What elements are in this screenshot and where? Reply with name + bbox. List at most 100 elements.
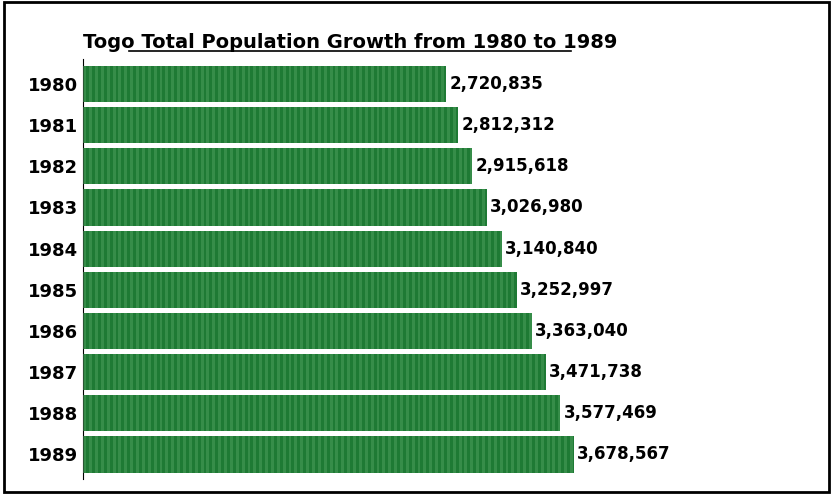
- Bar: [400, 354, 403, 390]
- Text: 3,678,567: 3,678,567: [577, 446, 671, 463]
- Bar: [236, 66, 239, 102]
- Bar: [166, 272, 168, 308]
- Bar: [535, 354, 538, 390]
- Bar: [294, 66, 297, 102]
- Bar: [476, 313, 479, 349]
- Bar: [312, 436, 315, 473]
- Bar: [218, 313, 221, 349]
- Bar: [242, 436, 245, 473]
- Bar: [429, 354, 432, 390]
- Bar: [207, 107, 209, 143]
- Bar: [253, 272, 257, 308]
- Bar: [324, 354, 327, 390]
- Bar: [153, 313, 157, 349]
- Bar: [446, 354, 450, 390]
- Bar: [236, 189, 239, 226]
- Bar: [207, 272, 209, 308]
- Bar: [441, 272, 444, 308]
- Bar: [218, 272, 221, 308]
- Bar: [429, 436, 432, 473]
- Bar: [471, 354, 473, 390]
- Bar: [247, 66, 251, 102]
- Bar: [412, 272, 415, 308]
- Bar: [446, 272, 450, 308]
- Bar: [336, 354, 338, 390]
- Bar: [353, 66, 356, 102]
- Bar: [107, 107, 110, 143]
- Bar: [224, 231, 227, 267]
- Bar: [465, 272, 467, 308]
- Bar: [412, 395, 415, 431]
- Text: 2,812,312: 2,812,312: [461, 116, 556, 134]
- Bar: [166, 148, 168, 184]
- Bar: [388, 272, 392, 308]
- Bar: [277, 148, 280, 184]
- Bar: [417, 148, 421, 184]
- Bar: [459, 272, 461, 308]
- Bar: [294, 436, 297, 473]
- Bar: [446, 395, 450, 431]
- Bar: [459, 189, 461, 226]
- Bar: [365, 189, 367, 226]
- Bar: [288, 436, 292, 473]
- Bar: [201, 148, 203, 184]
- Bar: [130, 148, 133, 184]
- Bar: [382, 66, 386, 102]
- Bar: [177, 231, 180, 267]
- Bar: [382, 313, 386, 349]
- Bar: [130, 395, 133, 431]
- Bar: [371, 148, 373, 184]
- Bar: [207, 189, 209, 226]
- Bar: [435, 231, 438, 267]
- Bar: [218, 66, 221, 102]
- Bar: [388, 231, 392, 267]
- Bar: [212, 148, 215, 184]
- Bar: [160, 66, 162, 102]
- Bar: [517, 395, 520, 431]
- Bar: [453, 107, 456, 143]
- Bar: [172, 436, 174, 473]
- Bar: [353, 148, 356, 184]
- Bar: [318, 436, 321, 473]
- Bar: [277, 436, 280, 473]
- Bar: [147, 395, 151, 431]
- Bar: [218, 148, 221, 184]
- Bar: [101, 354, 104, 390]
- Bar: [247, 189, 251, 226]
- Bar: [506, 436, 508, 473]
- Bar: [195, 189, 197, 226]
- Bar: [118, 395, 122, 431]
- Bar: [336, 313, 338, 349]
- Bar: [377, 436, 380, 473]
- Bar: [107, 436, 110, 473]
- Bar: [242, 313, 245, 349]
- Bar: [423, 231, 426, 267]
- Bar: [494, 436, 496, 473]
- Bar: [541, 354, 544, 390]
- Bar: [130, 107, 133, 143]
- Bar: [242, 66, 245, 102]
- Bar: [570, 436, 573, 473]
- Bar: [336, 272, 338, 308]
- Bar: [142, 354, 145, 390]
- Bar: [318, 189, 321, 226]
- Bar: [342, 189, 344, 226]
- Bar: [465, 231, 467, 267]
- Bar: [382, 436, 386, 473]
- Bar: [435, 395, 438, 431]
- Bar: [118, 313, 122, 349]
- Bar: [136, 148, 139, 184]
- Bar: [265, 354, 268, 390]
- Bar: [423, 189, 426, 226]
- Bar: [377, 231, 380, 267]
- Bar: [435, 66, 438, 102]
- Bar: [112, 272, 116, 308]
- Bar: [89, 354, 92, 390]
- Bar: [300, 231, 303, 267]
- Bar: [330, 189, 332, 226]
- Bar: [365, 436, 367, 473]
- Bar: [271, 231, 274, 267]
- Bar: [236, 354, 239, 390]
- Bar: [441, 313, 444, 349]
- Bar: [230, 148, 233, 184]
